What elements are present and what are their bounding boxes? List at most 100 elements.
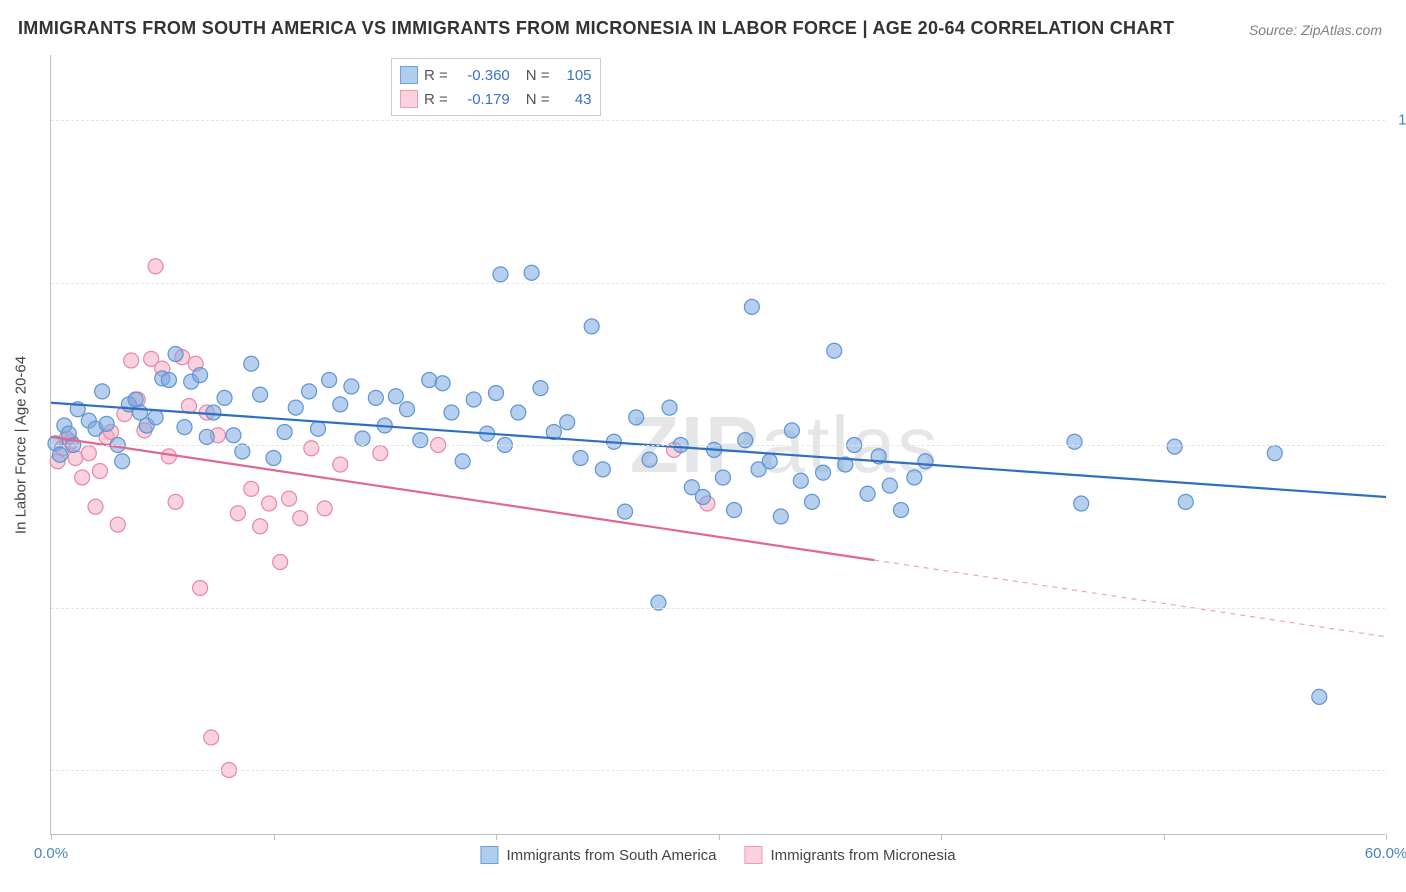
data-point <box>52 447 67 462</box>
data-point <box>168 494 183 509</box>
y-axis-title: In Labor Force | Age 20-64 <box>13 355 30 533</box>
gridline <box>51 120 1385 121</box>
x-tick-mark <box>274 834 275 840</box>
data-point <box>253 387 268 402</box>
plot-area: In Labor Force | Age 20-64 ZIPatlas R = … <box>50 55 1385 835</box>
y-tick-label: 90.0% <box>1393 274 1406 291</box>
x-tick-label: 60.0% <box>1365 845 1406 862</box>
y-tick-label: 70.0% <box>1393 599 1406 616</box>
series-legend: Immigrants from South America Immigrants… <box>480 846 955 864</box>
data-point <box>148 259 163 274</box>
data-point <box>695 490 710 505</box>
data-point <box>293 511 308 526</box>
data-point <box>368 390 383 405</box>
trend-line-extrapolated <box>874 560 1386 637</box>
data-point <box>75 470 90 485</box>
x-tick-mark <box>941 834 942 840</box>
data-point <box>1074 496 1089 511</box>
data-point <box>266 451 281 466</box>
data-point <box>629 410 644 425</box>
data-point <box>288 400 303 415</box>
y-tick-label: 100.0% <box>1393 112 1406 129</box>
source-attribution: Source: ZipAtlas.com <box>1249 22 1382 38</box>
data-point <box>373 446 388 461</box>
data-point <box>304 441 319 456</box>
data-point <box>282 491 297 506</box>
data-point <box>466 392 481 407</box>
legend-item: Immigrants from South America <box>480 846 716 864</box>
data-point <box>199 429 214 444</box>
data-point <box>92 464 107 479</box>
data-point <box>206 405 221 420</box>
data-point <box>455 454 470 469</box>
data-point <box>235 444 250 459</box>
series-swatch-icon <box>745 846 763 864</box>
x-tick-mark <box>51 834 52 840</box>
gridline <box>51 445 1385 446</box>
data-point <box>435 376 450 391</box>
data-point <box>584 319 599 334</box>
data-point <box>333 457 348 472</box>
data-point <box>560 415 575 430</box>
data-point <box>230 506 245 521</box>
data-point <box>193 368 208 383</box>
data-point <box>302 384 317 399</box>
data-point <box>1067 434 1082 449</box>
data-point <box>773 509 788 524</box>
legend-label: Immigrants from Micronesia <box>771 847 956 864</box>
data-point <box>217 390 232 405</box>
data-point <box>493 267 508 282</box>
data-point <box>355 431 370 446</box>
data-point <box>907 470 922 485</box>
data-point <box>322 373 337 388</box>
data-point <box>277 425 292 440</box>
data-point <box>317 501 332 516</box>
data-point <box>177 420 192 435</box>
data-point <box>88 499 103 514</box>
data-point <box>662 400 677 415</box>
data-point <box>762 454 777 469</box>
data-point <box>204 730 219 745</box>
series-swatch-icon <box>480 846 498 864</box>
data-point <box>344 379 359 394</box>
data-point <box>99 416 114 431</box>
data-point <box>193 581 208 596</box>
data-point <box>489 386 504 401</box>
y-tick-label: 80.0% <box>1393 437 1406 454</box>
data-point <box>804 494 819 509</box>
data-point <box>124 353 139 368</box>
data-point <box>816 465 831 480</box>
data-point <box>273 555 288 570</box>
legend-item: Immigrants from Micronesia <box>745 846 956 864</box>
data-point <box>333 397 348 412</box>
data-point <box>918 454 933 469</box>
data-point <box>311 421 326 436</box>
data-point <box>226 428 241 443</box>
data-point <box>244 481 259 496</box>
data-point <box>168 347 183 362</box>
data-point <box>893 503 908 518</box>
gridline <box>51 283 1385 284</box>
data-point <box>1312 689 1327 704</box>
data-point <box>618 504 633 519</box>
chart-title: IMMIGRANTS FROM SOUTH AMERICA VS IMMIGRA… <box>18 18 1174 39</box>
x-tick-mark <box>719 834 720 840</box>
data-point <box>715 470 730 485</box>
x-tick-mark <box>1386 834 1387 840</box>
data-point <box>642 452 657 467</box>
data-point <box>595 462 610 477</box>
data-point <box>793 473 808 488</box>
x-tick-label: 0.0% <box>34 845 68 862</box>
data-point <box>388 389 403 404</box>
data-point <box>115 454 130 469</box>
data-point <box>110 517 125 532</box>
data-point <box>1167 439 1182 454</box>
data-point <box>262 496 277 511</box>
data-point <box>1178 494 1193 509</box>
data-point <box>161 373 176 388</box>
x-tick-mark <box>1164 834 1165 840</box>
y-tick-label: 60.0% <box>1393 762 1406 779</box>
data-point <box>81 446 96 461</box>
data-point <box>400 402 415 417</box>
gridline <box>51 770 1385 771</box>
